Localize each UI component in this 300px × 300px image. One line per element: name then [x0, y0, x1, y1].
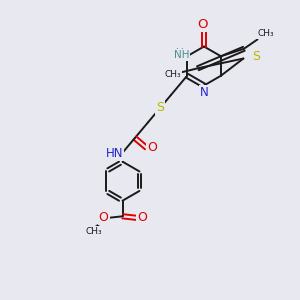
Text: H: H: [176, 48, 184, 58]
Text: O: O: [137, 211, 147, 224]
Text: S: S: [252, 50, 260, 63]
Text: CH₃: CH₃: [164, 70, 181, 79]
Text: O: O: [99, 211, 109, 224]
Text: O: O: [197, 18, 208, 31]
Text: S: S: [157, 101, 164, 114]
Text: CH₃: CH₃: [257, 29, 274, 38]
Text: O: O: [147, 141, 157, 154]
Text: N: N: [200, 85, 209, 99]
Text: NH: NH: [174, 50, 190, 60]
Text: CH₃: CH₃: [86, 227, 102, 236]
Text: HN: HN: [105, 147, 123, 160]
